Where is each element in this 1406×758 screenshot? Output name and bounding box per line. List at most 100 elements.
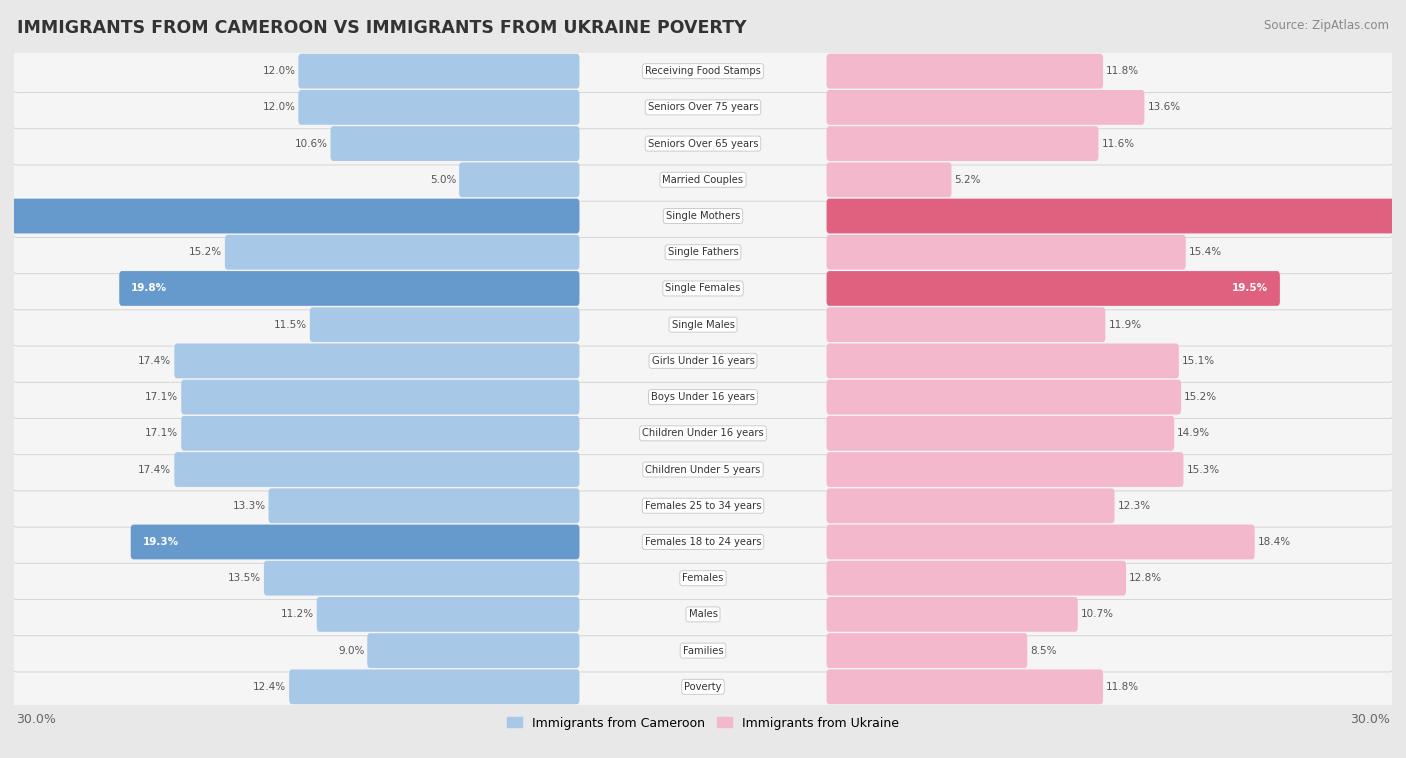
Text: 13.5%: 13.5% bbox=[228, 573, 262, 583]
FancyBboxPatch shape bbox=[13, 448, 1393, 491]
FancyBboxPatch shape bbox=[181, 416, 579, 451]
FancyBboxPatch shape bbox=[460, 162, 579, 197]
FancyBboxPatch shape bbox=[827, 633, 1028, 668]
Text: Children Under 16 years: Children Under 16 years bbox=[643, 428, 763, 438]
FancyBboxPatch shape bbox=[827, 307, 1105, 342]
FancyBboxPatch shape bbox=[827, 488, 1115, 523]
FancyBboxPatch shape bbox=[13, 50, 1393, 92]
Text: 9.0%: 9.0% bbox=[337, 646, 364, 656]
FancyBboxPatch shape bbox=[13, 158, 1393, 201]
Text: Seniors Over 75 years: Seniors Over 75 years bbox=[648, 102, 758, 112]
FancyBboxPatch shape bbox=[13, 195, 1393, 237]
FancyBboxPatch shape bbox=[827, 127, 1098, 161]
Text: 19.3%: 19.3% bbox=[142, 537, 179, 547]
Text: 12.3%: 12.3% bbox=[1118, 501, 1150, 511]
FancyBboxPatch shape bbox=[13, 521, 1393, 563]
Text: 17.1%: 17.1% bbox=[145, 392, 179, 402]
Text: Receiving Food Stamps: Receiving Food Stamps bbox=[645, 66, 761, 76]
FancyBboxPatch shape bbox=[13, 557, 1393, 600]
Text: Poverty: Poverty bbox=[685, 682, 721, 692]
Text: 11.5%: 11.5% bbox=[274, 320, 307, 330]
FancyBboxPatch shape bbox=[13, 629, 1393, 672]
Text: 15.2%: 15.2% bbox=[188, 247, 222, 257]
FancyBboxPatch shape bbox=[13, 484, 1393, 527]
Text: 11.9%: 11.9% bbox=[1108, 320, 1142, 330]
Text: Single Fathers: Single Fathers bbox=[668, 247, 738, 257]
FancyBboxPatch shape bbox=[290, 669, 579, 704]
FancyBboxPatch shape bbox=[827, 271, 1279, 305]
Text: 13.6%: 13.6% bbox=[1147, 102, 1181, 112]
Text: Families: Families bbox=[683, 646, 723, 656]
Text: 18.4%: 18.4% bbox=[1257, 537, 1291, 547]
Text: Married Couples: Married Couples bbox=[662, 175, 744, 185]
FancyBboxPatch shape bbox=[298, 54, 579, 89]
Text: 5.2%: 5.2% bbox=[955, 175, 981, 185]
FancyBboxPatch shape bbox=[827, 343, 1178, 378]
Text: 11.8%: 11.8% bbox=[1107, 682, 1139, 692]
FancyBboxPatch shape bbox=[13, 86, 1393, 129]
FancyBboxPatch shape bbox=[269, 488, 579, 523]
FancyBboxPatch shape bbox=[827, 416, 1174, 451]
Text: 19.8%: 19.8% bbox=[131, 283, 167, 293]
Text: 12.4%: 12.4% bbox=[253, 682, 287, 692]
Text: 17.1%: 17.1% bbox=[145, 428, 179, 438]
Text: Boys Under 16 years: Boys Under 16 years bbox=[651, 392, 755, 402]
FancyBboxPatch shape bbox=[316, 597, 579, 631]
FancyBboxPatch shape bbox=[13, 267, 1393, 310]
FancyBboxPatch shape bbox=[131, 525, 579, 559]
Text: Females 25 to 34 years: Females 25 to 34 years bbox=[645, 501, 761, 511]
FancyBboxPatch shape bbox=[13, 666, 1393, 708]
Text: 15.4%: 15.4% bbox=[1188, 247, 1222, 257]
FancyBboxPatch shape bbox=[13, 593, 1393, 636]
FancyBboxPatch shape bbox=[309, 307, 579, 342]
FancyBboxPatch shape bbox=[13, 122, 1393, 165]
Text: 8.5%: 8.5% bbox=[1031, 646, 1057, 656]
Text: 5.0%: 5.0% bbox=[430, 175, 456, 185]
FancyBboxPatch shape bbox=[264, 561, 579, 596]
Text: Females: Females bbox=[682, 573, 724, 583]
FancyBboxPatch shape bbox=[827, 561, 1126, 596]
Text: 15.1%: 15.1% bbox=[1182, 356, 1215, 366]
FancyBboxPatch shape bbox=[13, 231, 1393, 274]
FancyBboxPatch shape bbox=[13, 376, 1393, 418]
FancyBboxPatch shape bbox=[120, 271, 579, 305]
Text: Single Mothers: Single Mothers bbox=[666, 211, 740, 221]
FancyBboxPatch shape bbox=[225, 235, 579, 270]
FancyBboxPatch shape bbox=[367, 633, 579, 668]
Text: Children Under 5 years: Children Under 5 years bbox=[645, 465, 761, 475]
Text: 17.4%: 17.4% bbox=[138, 465, 172, 475]
FancyBboxPatch shape bbox=[827, 380, 1181, 415]
Text: 12.0%: 12.0% bbox=[263, 102, 295, 112]
Text: 17.4%: 17.4% bbox=[138, 356, 172, 366]
Text: Source: ZipAtlas.com: Source: ZipAtlas.com bbox=[1264, 19, 1389, 32]
FancyBboxPatch shape bbox=[174, 453, 579, 487]
FancyBboxPatch shape bbox=[827, 162, 952, 197]
Text: 12.0%: 12.0% bbox=[263, 66, 295, 76]
Text: 30.0%: 30.0% bbox=[1350, 713, 1389, 726]
Text: 11.2%: 11.2% bbox=[281, 609, 314, 619]
Text: Girls Under 16 years: Girls Under 16 years bbox=[651, 356, 755, 366]
Text: Single Males: Single Males bbox=[672, 320, 734, 330]
Text: 11.6%: 11.6% bbox=[1101, 139, 1135, 149]
FancyBboxPatch shape bbox=[827, 669, 1104, 704]
FancyBboxPatch shape bbox=[0, 199, 579, 233]
FancyBboxPatch shape bbox=[13, 412, 1393, 455]
Text: 30.0%: 30.0% bbox=[17, 713, 56, 726]
FancyBboxPatch shape bbox=[181, 380, 579, 415]
Text: 12.8%: 12.8% bbox=[1129, 573, 1163, 583]
FancyBboxPatch shape bbox=[827, 235, 1185, 270]
Text: Males: Males bbox=[689, 609, 717, 619]
Legend: Immigrants from Cameroon, Immigrants from Ukraine: Immigrants from Cameroon, Immigrants fro… bbox=[502, 712, 904, 735]
Text: 14.9%: 14.9% bbox=[1177, 428, 1211, 438]
FancyBboxPatch shape bbox=[827, 90, 1144, 125]
FancyBboxPatch shape bbox=[827, 453, 1184, 487]
Text: 10.7%: 10.7% bbox=[1081, 609, 1114, 619]
Text: 19.5%: 19.5% bbox=[1232, 283, 1268, 293]
Text: Females 18 to 24 years: Females 18 to 24 years bbox=[645, 537, 761, 547]
FancyBboxPatch shape bbox=[13, 340, 1393, 382]
FancyBboxPatch shape bbox=[330, 127, 579, 161]
Text: IMMIGRANTS FROM CAMEROON VS IMMIGRANTS FROM UKRAINE POVERTY: IMMIGRANTS FROM CAMEROON VS IMMIGRANTS F… bbox=[17, 19, 747, 37]
FancyBboxPatch shape bbox=[13, 303, 1393, 346]
FancyBboxPatch shape bbox=[174, 343, 579, 378]
Text: 10.6%: 10.6% bbox=[294, 139, 328, 149]
